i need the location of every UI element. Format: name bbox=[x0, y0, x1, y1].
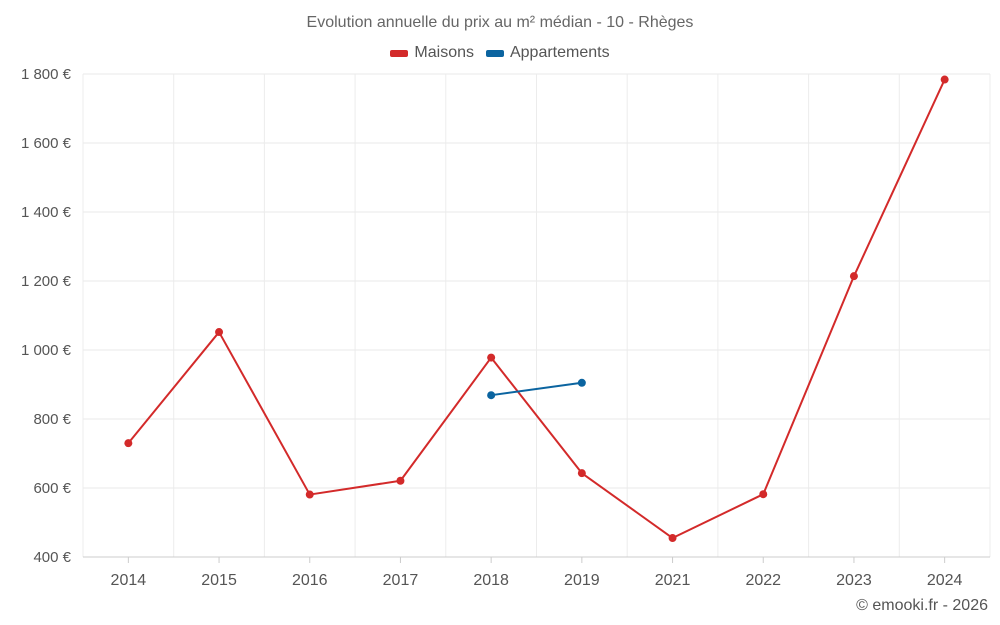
data-point-maisons[interactable] bbox=[577, 469, 586, 478]
data-point-appartements[interactable] bbox=[577, 378, 586, 387]
legend-label-maisons: Maisons bbox=[414, 44, 474, 61]
data-point-maisons[interactable] bbox=[305, 490, 314, 499]
data-point-maisons[interactable] bbox=[849, 272, 858, 281]
y-tick-label: 1 600 € bbox=[21, 135, 72, 152]
x-tick-label: 2022 bbox=[745, 572, 781, 589]
series-line-appartements bbox=[491, 381, 582, 397]
data-point-maisons[interactable] bbox=[940, 75, 949, 84]
y-tick-label: 600 € bbox=[33, 480, 71, 497]
data-point-maisons[interactable] bbox=[215, 328, 224, 337]
legend-swatch-maisons bbox=[390, 49, 409, 57]
x-tick-label: 2019 bbox=[564, 572, 600, 589]
y-tick-label: 1 200 € bbox=[21, 273, 72, 290]
legend-item-maisons[interactable]: Maisons bbox=[390, 44, 474, 62]
data-point-appartements[interactable] bbox=[487, 391, 496, 400]
credit-text: © emooki.fr - 2026 bbox=[856, 597, 988, 614]
x-tick-label: 2017 bbox=[383, 572, 419, 589]
y-tick-label: 800 € bbox=[33, 411, 71, 428]
series-line-maisons bbox=[127, 79, 946, 540]
x-tick-label: 2021 bbox=[655, 572, 691, 589]
y-tick-label: 1 800 € bbox=[21, 66, 72, 83]
y-tick-label: 400 € bbox=[33, 549, 71, 566]
y-tick-label: 1 000 € bbox=[21, 342, 72, 359]
y-tick-label: 1 400 € bbox=[21, 204, 72, 221]
data-point-maisons[interactable] bbox=[668, 534, 677, 543]
data-point-maisons[interactable] bbox=[759, 490, 768, 499]
chart-title: Evolution annuelle du prix au m² médian … bbox=[306, 14, 694, 31]
legend-label-appartements: Appartements bbox=[509, 44, 610, 61]
data-point-maisons[interactable] bbox=[396, 476, 405, 485]
x-tick-label: 2024 bbox=[927, 572, 963, 589]
data-point-maisons[interactable] bbox=[124, 439, 133, 448]
x-tick-label: 2016 bbox=[292, 572, 328, 589]
legend-item-appartements[interactable]: Appartements bbox=[485, 44, 610, 62]
x-tick-label: 2014 bbox=[111, 572, 147, 589]
legend: Maisons Appartements bbox=[0, 44, 1000, 62]
data-point-maisons[interactable] bbox=[487, 353, 496, 362]
legend-swatch-appartements bbox=[485, 49, 504, 57]
x-tick-label: 2015 bbox=[201, 572, 237, 589]
x-tick-label: 2023 bbox=[836, 572, 872, 589]
x-tick-label: 2018 bbox=[473, 572, 509, 589]
